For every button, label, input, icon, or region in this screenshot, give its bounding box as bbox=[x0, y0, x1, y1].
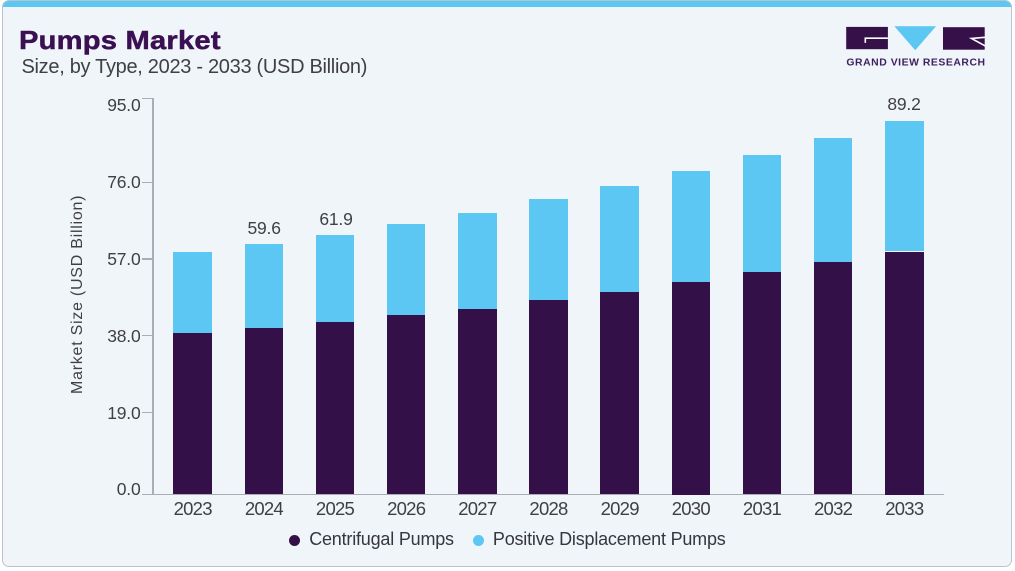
svg-text:GRAND VIEW RESEARCH: GRAND VIEW RESEARCH bbox=[846, 58, 985, 69]
